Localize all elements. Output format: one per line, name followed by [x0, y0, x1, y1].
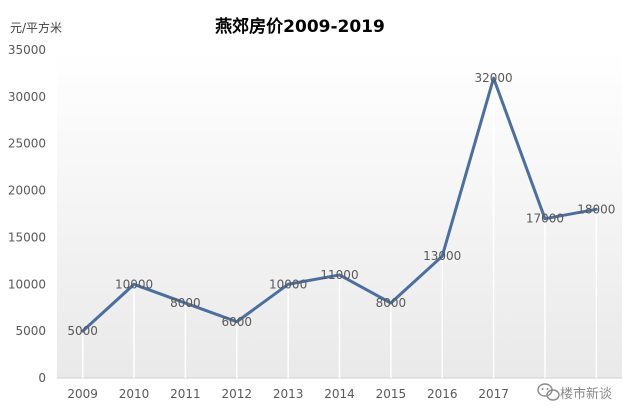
data-label: 8000: [170, 296, 201, 310]
data-label: 18000: [577, 202, 615, 216]
data-label: 13000: [423, 249, 461, 263]
wechat-icon: [537, 383, 560, 401]
chart-title: 燕郊房价2009-2019: [215, 16, 385, 37]
x-tick-label: 2014: [324, 387, 355, 401]
y-tick-label: 20000: [8, 184, 46, 198]
data-labels: 5000 10000 8000 6000 10000 11000 8000 13000 3200…: [67, 71, 615, 338]
drop-lines: [81, 78, 598, 378]
y-axis-ticks: 0 5000 10000 15000 20000 25000 30000 35000: [8, 43, 46, 385]
x-tick-label: 2011: [170, 387, 201, 401]
data-label: 17000: [526, 212, 564, 226]
y-tick-label: 10000: [8, 277, 46, 291]
x-tick-label: 2013: [273, 387, 304, 401]
data-label: 5000: [67, 324, 98, 338]
y-tick-label: 25000: [8, 137, 46, 151]
x-axis-ticks: 2009 2010 2011 2012 2013 2014 2015 2016 2017: [67, 387, 508, 401]
y-tick-label: 15000: [8, 230, 46, 244]
series-line: [81, 76, 598, 333]
y-tick-label: 35000: [8, 43, 46, 57]
y-axis-unit-label: 元/平方米: [10, 20, 62, 35]
x-tick-label: 2017: [478, 387, 509, 401]
x-tick-label: 2010: [119, 387, 150, 401]
y-tick-label: 30000: [8, 90, 46, 104]
data-label: 8000: [376, 296, 407, 310]
x-tick-label: 2015: [376, 387, 407, 401]
y-tick-label: 5000: [15, 324, 46, 338]
data-label: 32000: [474, 71, 512, 85]
data-label: 10000: [269, 277, 307, 291]
x-tick-label: 2016: [427, 387, 458, 401]
data-label: 6000: [221, 315, 252, 329]
watermark: 楼市新谈: [537, 383, 612, 402]
data-label: 11000: [320, 268, 358, 282]
watermark-text: 楼市新谈: [560, 386, 612, 402]
x-tick-label: 2009: [67, 387, 98, 401]
x-tick-label: 2012: [221, 387, 252, 401]
y-tick-label: 0: [38, 371, 46, 385]
data-label: 10000: [115, 277, 153, 291]
